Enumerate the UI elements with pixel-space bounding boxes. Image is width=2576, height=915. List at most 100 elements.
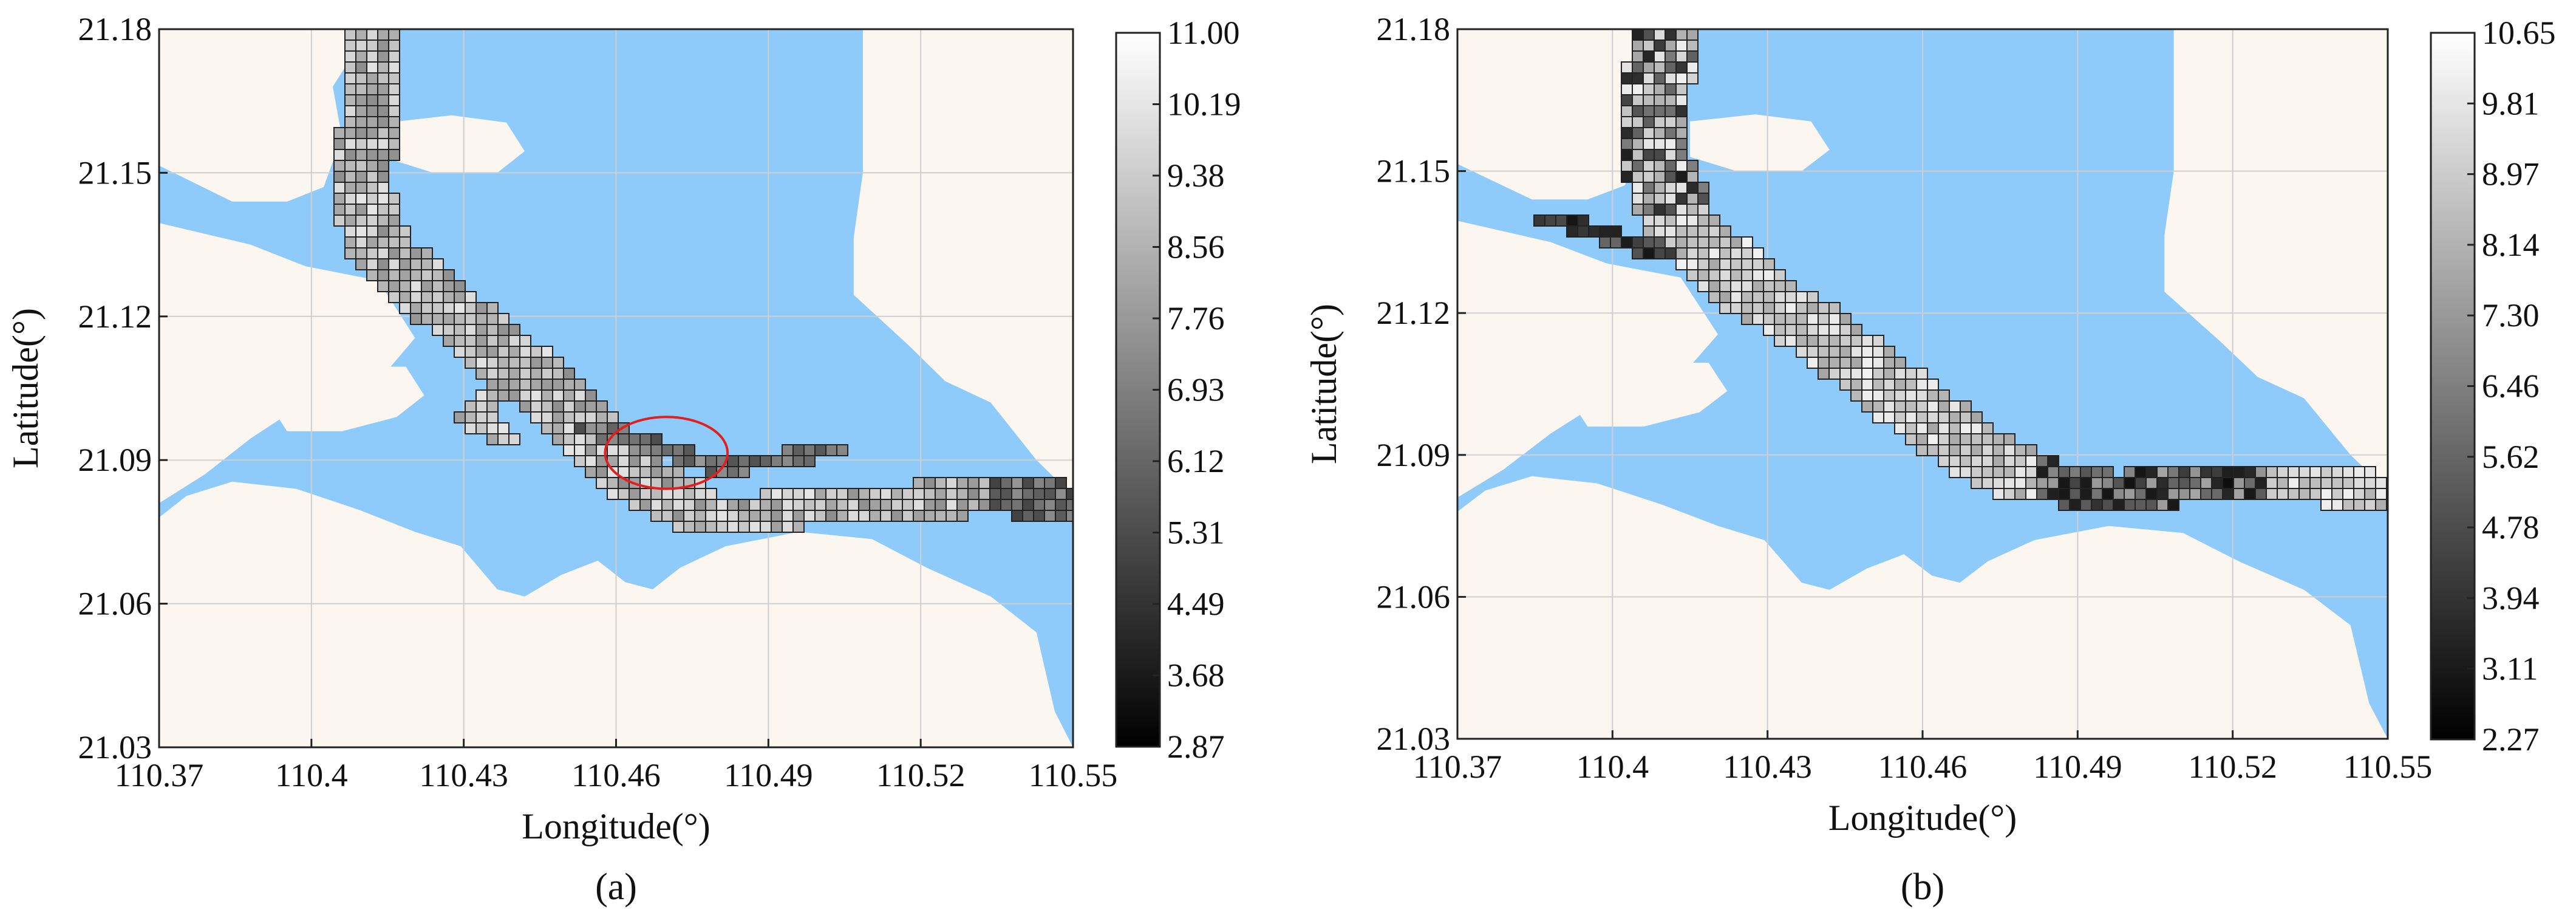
grid-cell bbox=[1960, 400, 1972, 413]
grid-cell bbox=[956, 477, 969, 489]
grid-cell bbox=[1632, 105, 1644, 117]
grid-cell bbox=[552, 357, 564, 369]
grid-cell bbox=[847, 499, 859, 511]
grid-cell bbox=[1632, 160, 1644, 172]
grid-cell bbox=[333, 204, 346, 216]
grid-cell bbox=[847, 510, 859, 522]
grid-cell bbox=[782, 499, 794, 511]
grid-cell bbox=[1872, 400, 1884, 413]
grid-cell bbox=[508, 357, 520, 369]
grid-cell bbox=[672, 510, 684, 522]
grid-cell bbox=[497, 324, 509, 336]
grid-cell bbox=[1599, 225, 1611, 238]
grid-cell bbox=[1971, 477, 1983, 489]
grid-cell bbox=[1675, 204, 1688, 216]
grid-cell bbox=[497, 313, 509, 325]
grid-cell bbox=[935, 477, 947, 489]
grid-cell bbox=[2222, 466, 2234, 478]
grid-cell bbox=[432, 291, 444, 303]
grid-cell bbox=[1632, 83, 1644, 95]
grid-cell bbox=[924, 488, 936, 500]
grid-cell bbox=[1927, 411, 1939, 423]
grid-cell bbox=[1675, 61, 1688, 74]
grid-cell bbox=[344, 61, 356, 74]
grid-cell bbox=[1686, 160, 1699, 172]
grid-cell bbox=[1665, 204, 1677, 216]
grid-cell bbox=[1643, 225, 1655, 238]
grid-cell bbox=[1011, 499, 1023, 511]
grid-cell bbox=[344, 182, 356, 194]
grid-cell bbox=[344, 171, 356, 183]
grid-cell bbox=[1894, 379, 1906, 391]
grid-cell bbox=[2342, 499, 2354, 511]
grid-cell bbox=[574, 455, 586, 467]
grid-cell bbox=[432, 313, 444, 325]
grid-cell bbox=[574, 379, 586, 391]
grid-cell bbox=[694, 499, 706, 511]
colorbar-tick-label: 8.97 bbox=[2482, 156, 2540, 193]
grid-cell bbox=[465, 400, 477, 413]
grid-cell bbox=[1610, 236, 1622, 248]
grid-cell bbox=[2277, 488, 2289, 500]
grid-cell bbox=[2014, 455, 2026, 467]
grid-cell bbox=[1971, 455, 1983, 467]
grid-cell bbox=[432, 269, 444, 281]
grid-cell bbox=[749, 499, 761, 511]
grid-cell bbox=[388, 149, 400, 161]
grid-cell bbox=[454, 302, 466, 314]
grid-cell bbox=[541, 346, 553, 358]
grid-cell bbox=[1927, 422, 1939, 434]
grid-cell bbox=[672, 488, 684, 500]
grid-cell bbox=[1741, 236, 1753, 248]
grid-cell bbox=[1818, 335, 1830, 347]
grid-cell bbox=[792, 488, 805, 500]
grid-cell bbox=[1643, 39, 1655, 52]
grid-cell bbox=[355, 61, 367, 74]
grid-cell bbox=[1654, 204, 1666, 216]
grid-cell bbox=[2135, 488, 2147, 500]
y-tick-label: 21.09 bbox=[78, 442, 152, 478]
grid-cell bbox=[869, 510, 881, 522]
grid-cell bbox=[1807, 313, 1819, 325]
grid-cell bbox=[377, 160, 389, 172]
grid-cell bbox=[924, 499, 936, 511]
grid-cell bbox=[2353, 477, 2365, 489]
grid-cell bbox=[956, 510, 969, 522]
grid-cell bbox=[366, 29, 378, 41]
grid-cell bbox=[344, 225, 356, 238]
grid-cell bbox=[1665, 127, 1677, 139]
grid-cell bbox=[661, 444, 673, 456]
grid-cell bbox=[366, 182, 378, 194]
grid-cell bbox=[454, 313, 466, 325]
grid-cell bbox=[1971, 422, 1983, 434]
grid-cell bbox=[1763, 269, 1775, 281]
grid-cell bbox=[1643, 204, 1655, 216]
grid-cell bbox=[443, 280, 455, 292]
grid-cell bbox=[410, 247, 422, 259]
grid-cell bbox=[574, 433, 586, 445]
grid-cell bbox=[2233, 466, 2245, 478]
grid-cell bbox=[2124, 499, 2136, 511]
grid-cell bbox=[388, 83, 400, 95]
grid-cell bbox=[519, 400, 531, 413]
grid-cell bbox=[792, 499, 805, 511]
grid-cell bbox=[1632, 171, 1644, 183]
grid-cell bbox=[2102, 466, 2114, 478]
grid-cell bbox=[1730, 269, 1742, 281]
grid-cell bbox=[836, 444, 848, 456]
grid-cell bbox=[366, 236, 378, 248]
colorbar-tick-label: 11.00 bbox=[1167, 15, 1240, 51]
grid-cell bbox=[694, 488, 706, 500]
grid-cell bbox=[2353, 466, 2365, 478]
grid-cell bbox=[377, 105, 389, 117]
grid-cell bbox=[2124, 488, 2136, 500]
x-tick-label: 110.46 bbox=[1878, 749, 1968, 785]
grid-cell bbox=[1675, 225, 1688, 238]
grid-cell bbox=[541, 379, 553, 391]
grid-cell bbox=[366, 61, 378, 74]
grid-cell bbox=[1697, 193, 1709, 205]
grid-cell bbox=[1686, 50, 1699, 63]
grid-cell bbox=[1654, 94, 1666, 106]
grid-cell bbox=[1763, 280, 1775, 292]
